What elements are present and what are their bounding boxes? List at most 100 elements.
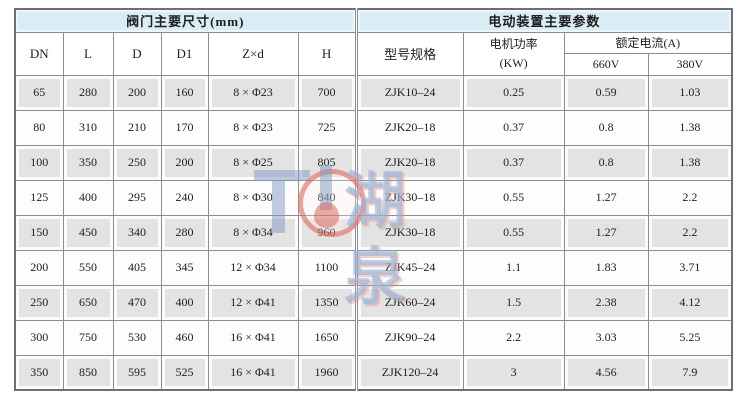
column-header-zxd: Z×d <box>207 31 299 76</box>
cell-dn: 65 <box>14 74 64 111</box>
cell-a380: 7.9 <box>647 354 733 391</box>
table-row: 80 310 210 170 8 × Φ23 725 ZJK20–18 0.37 0.8 1.38 <box>14 109 733 146</box>
cell-h: 700 <box>297 74 357 111</box>
cell-d1: 345 <box>160 249 209 286</box>
cell-a380: 3.71 <box>647 249 733 286</box>
section-header-valve-dimensions: 阀门主要尺寸(mm) <box>14 8 357 33</box>
cell-model: ZJK30–18 <box>354 179 464 216</box>
cell-d1: 400 <box>160 284 209 321</box>
voltage-header-row: 660V 380V <box>15 52 733 76</box>
cell-a380: 4.12 <box>647 284 733 321</box>
cell-model: ZJK120–24 <box>354 354 464 391</box>
cell-d1: 200 <box>160 144 209 181</box>
column-header-row: DN L D D1 Z×d H 型号规格 电机功率 (KW) 额定电流(A) <box>14 31 733 76</box>
cell-l: 550 <box>62 249 114 286</box>
cell-d1: 280 <box>160 214 209 251</box>
section-header-row: 阀门主要尺寸(mm) 电动装置主要参数 <box>14 8 733 33</box>
cell-power: 0.37 <box>462 144 565 181</box>
cell-model: ZJK30–18 <box>354 214 464 251</box>
cell-model: ZJK45–24 <box>354 249 464 286</box>
table-row: 65 280 200 160 8 × Φ23 700 ZJK10–24 0.25 0.59 1.0… <box>14 74 733 111</box>
cell-d: 250 <box>112 144 162 181</box>
cell-h: 1960 <box>297 354 357 391</box>
cell-dn: 250 <box>14 284 64 321</box>
cell-l: 400 <box>62 179 114 216</box>
table-row: 300 750 530 460 16 × Φ41 1650 ZJK90–24 2.2 3.03 5… <box>14 319 733 356</box>
cell-h: 805 <box>297 144 357 181</box>
section-header-electric-actuator: 电动装置主要参数 <box>354 8 733 33</box>
cell-d: 530 <box>112 319 162 356</box>
cell-power: 2.2 <box>462 319 565 356</box>
cell-l: 750 <box>62 319 114 356</box>
cell-power: 0.37 <box>462 109 565 146</box>
cell-l: 310 <box>62 109 114 146</box>
column-header-l: L <box>62 31 114 76</box>
cell-a380: 1.03 <box>647 74 733 111</box>
cell-a660: 1.27 <box>563 179 649 216</box>
cell-dn: 100 <box>14 144 64 181</box>
cell-zd: 8 × Φ25 <box>207 144 299 181</box>
table-row: 350 850 595 525 16 × Φ41 1960 ZJK120–24 3 4.56 7.… <box>14 354 733 391</box>
cell-dn: 200 <box>14 249 64 286</box>
cell-l: 350 <box>62 144 114 181</box>
cell-a660: 4.56 <box>563 354 649 391</box>
table-row: 150 450 340 280 8 × Φ34 960 ZJK30–18 0.55 1.27 2.… <box>14 214 733 251</box>
cell-power: 0.55 <box>462 179 565 216</box>
cell-d: 295 <box>112 179 162 216</box>
cell-l: 650 <box>62 284 114 321</box>
cell-dn: 125 <box>14 179 64 216</box>
cell-a660: 0.59 <box>563 74 649 111</box>
cell-model: ZJK60–24 <box>354 284 464 321</box>
cell-a660: 1.83 <box>563 249 649 286</box>
cell-power: 0.25 <box>462 74 565 111</box>
cell-power: 3 <box>462 354 565 391</box>
cell-d: 595 <box>112 354 162 391</box>
cell-zd: 8 × Φ23 <box>207 109 299 146</box>
cell-l: 450 <box>62 214 114 251</box>
cell-h: 1350 <box>297 284 357 321</box>
table-row: 200 550 405 345 12 × Φ34 1100 ZJK45–24 1.1 1.83 3… <box>14 249 733 286</box>
column-header-rated-current: 额定电流(A) <box>563 31 733 54</box>
cell-power: 1.5 <box>462 284 565 321</box>
cell-l: 850 <box>62 354 114 391</box>
cell-zd: 16 × Φ41 <box>207 354 299 391</box>
column-header-d1: D1 <box>160 31 209 76</box>
cell-a380: 1.38 <box>647 144 733 181</box>
cell-a660: 0.8 <box>563 109 649 146</box>
column-header-h: H <box>297 31 357 76</box>
cell-model: ZJK20–18 <box>354 144 464 181</box>
cell-d: 405 <box>112 249 162 286</box>
column-header-380v: 380V <box>647 52 733 76</box>
cell-a660: 1.27 <box>563 214 649 251</box>
cell-model: ZJK10–24 <box>354 74 464 111</box>
cell-a380: 2.2 <box>647 179 733 216</box>
cell-a380: 5.25 <box>647 319 733 356</box>
cell-dn: 80 <box>14 109 64 146</box>
cell-l: 280 <box>62 74 114 111</box>
column-header-motor-power: 电机功率 (KW) <box>462 31 565 76</box>
cell-model: ZJK20–18 <box>354 109 464 146</box>
cell-a660: 0.8 <box>563 144 649 181</box>
cell-d1: 240 <box>160 179 209 216</box>
cell-a660: 2.38 <box>563 284 649 321</box>
cell-a660: 3.03 <box>563 319 649 356</box>
cell-h: 840 <box>297 179 357 216</box>
cell-d1: 460 <box>160 319 209 356</box>
cell-d1: 160 <box>160 74 209 111</box>
motor-power-unit: (KW) <box>499 55 528 70</box>
cell-d: 200 <box>112 74 162 111</box>
cell-d: 340 <box>112 214 162 251</box>
cell-a380: 1.38 <box>647 109 733 146</box>
table-row: 125 400 295 240 8 × Φ30 840 ZJK30–18 0.55 1.27 2.… <box>14 179 733 216</box>
cell-power: 0.55 <box>462 214 565 251</box>
cell-zd: 16 × Φ41 <box>207 319 299 356</box>
cell-zd: 8 × Φ30 <box>207 179 299 216</box>
cell-dn: 350 <box>14 354 64 391</box>
cell-zd: 12 × Φ34 <box>207 249 299 286</box>
cell-d1: 525 <box>160 354 209 391</box>
cell-zd: 8 × Φ34 <box>207 214 299 251</box>
cell-h: 725 <box>297 109 357 146</box>
cell-model: ZJK90–24 <box>354 319 464 356</box>
cell-zd: 12 × Φ41 <box>207 284 299 321</box>
table-row: 250 650 470 400 12 × Φ41 1350 ZJK60–24 1.5 2.38 4… <box>14 284 733 321</box>
